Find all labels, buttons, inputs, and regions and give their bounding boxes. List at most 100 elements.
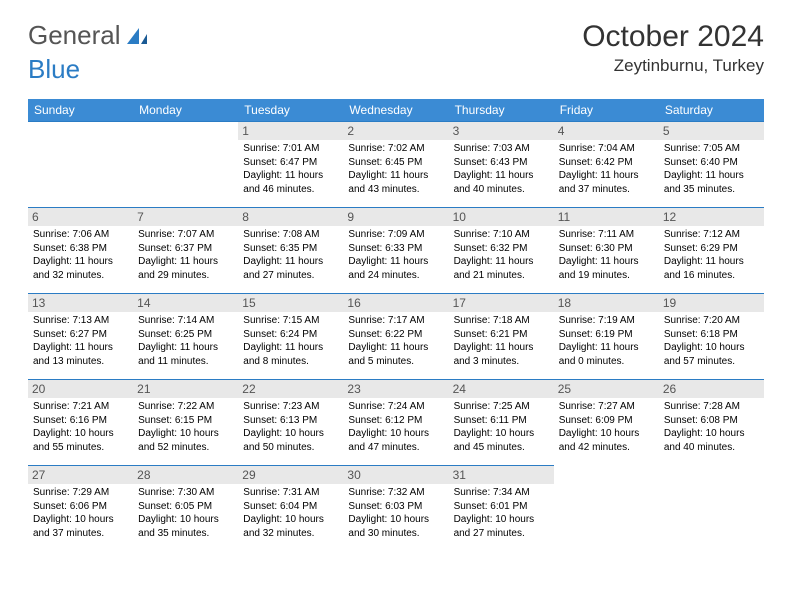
sunrise-line: Sunrise: 7:03 AM [454, 142, 549, 156]
daylight-line: Daylight: 10 hours and 45 minutes. [454, 427, 549, 454]
daylight-line: Daylight: 11 hours and 21 minutes. [454, 255, 549, 282]
day-cell: 21Sunrise: 7:22 AMSunset: 6:15 PMDayligh… [133, 379, 238, 465]
date-number: 27 [28, 466, 133, 484]
day-cell: 10Sunrise: 7:10 AMSunset: 6:32 PMDayligh… [449, 207, 554, 293]
daylight-line: Daylight: 10 hours and 52 minutes. [138, 427, 233, 454]
sunrise-line: Sunrise: 7:20 AM [664, 314, 759, 328]
date-number: 4 [554, 122, 659, 140]
sunset-line: Sunset: 6:25 PM [138, 328, 233, 342]
logo: General [28, 20, 149, 51]
date-number: 1 [238, 122, 343, 140]
date-number: 31 [449, 466, 554, 484]
empty-cell [28, 121, 133, 207]
sunset-line: Sunset: 6:06 PM [33, 500, 128, 514]
date-number: 2 [343, 122, 448, 140]
daylight-line: Daylight: 11 hours and 5 minutes. [348, 341, 443, 368]
daylight-line: Daylight: 11 hours and 13 minutes. [33, 341, 128, 368]
sail-icon [125, 26, 149, 46]
day-cell: 7Sunrise: 7:07 AMSunset: 6:37 PMDaylight… [133, 207, 238, 293]
sunset-line: Sunset: 6:08 PM [664, 414, 759, 428]
sunset-line: Sunset: 6:45 PM [348, 156, 443, 170]
sunrise-line: Sunrise: 7:34 AM [454, 486, 549, 500]
day-cell: 13Sunrise: 7:13 AMSunset: 6:27 PMDayligh… [28, 293, 133, 379]
date-number: 7 [133, 208, 238, 226]
sunset-line: Sunset: 6:09 PM [559, 414, 654, 428]
sunrise-line: Sunrise: 7:19 AM [559, 314, 654, 328]
date-number: 3 [449, 122, 554, 140]
daylight-line: Daylight: 11 hours and 3 minutes. [454, 341, 549, 368]
sunset-line: Sunset: 6:47 PM [243, 156, 338, 170]
sunrise-line: Sunrise: 7:29 AM [33, 486, 128, 500]
date-number: 13 [28, 294, 133, 312]
sunrise-line: Sunrise: 7:05 AM [664, 142, 759, 156]
day-cell: 20Sunrise: 7:21 AMSunset: 6:16 PMDayligh… [28, 379, 133, 465]
date-number: 12 [659, 208, 764, 226]
location: Zeytinburnu, Turkey [582, 56, 764, 76]
daylight-line: Daylight: 10 hours and 50 minutes. [243, 427, 338, 454]
day-cell: 6Sunrise: 7:06 AMSunset: 6:38 PMDaylight… [28, 207, 133, 293]
day-cell: 1Sunrise: 7:01 AMSunset: 6:47 PMDaylight… [238, 121, 343, 207]
sunrise-line: Sunrise: 7:27 AM [559, 400, 654, 414]
daylight-line: Daylight: 11 hours and 40 minutes. [454, 169, 549, 196]
date-number: 28 [133, 466, 238, 484]
weekday-header: Saturday [659, 99, 764, 121]
sunrise-line: Sunrise: 7:09 AM [348, 228, 443, 242]
day-cell: 3 Sunrise: 7:03 AMSunset: 6:43 PMDaylight… [449, 121, 554, 207]
sunset-line: Sunset: 6:18 PM [664, 328, 759, 342]
daylight-line: Daylight: 11 hours and 0 minutes. [559, 341, 654, 368]
daylight-line: Daylight: 10 hours and 37 minutes. [33, 513, 128, 540]
day-cell: 17Sunrise: 7:18 AMSunset: 6:21 PMDayligh… [449, 293, 554, 379]
day-cell: 23Sunrise: 7:24 AMSunset: 6:12 PMDayligh… [343, 379, 448, 465]
sunset-line: Sunset: 6:01 PM [454, 500, 549, 514]
sunset-line: Sunset: 6:37 PM [138, 242, 233, 256]
day-cell: 18Sunrise: 7:19 AMSunset: 6:19 PMDayligh… [554, 293, 659, 379]
daylight-line: Daylight: 10 hours and 35 minutes. [138, 513, 233, 540]
sunset-line: Sunset: 6:05 PM [138, 500, 233, 514]
sunrise-line: Sunrise: 7:32 AM [348, 486, 443, 500]
day-cell: 9Sunrise: 7:09 AMSunset: 6:33 PMDaylight… [343, 207, 448, 293]
daylight-line: Daylight: 11 hours and 16 minutes. [664, 255, 759, 282]
weekday-header: Sunday [28, 99, 133, 121]
day-cell: 19Sunrise: 7:20 AMSunset: 6:18 PMDayligh… [659, 293, 764, 379]
day-cell: 24Sunrise: 7:25 AMSunset: 6:11 PMDayligh… [449, 379, 554, 465]
title-block: October 2024 Zeytinburnu, Turkey [582, 20, 764, 76]
date-number: 16 [343, 294, 448, 312]
sunset-line: Sunset: 6:04 PM [243, 500, 338, 514]
sunset-line: Sunset: 6:35 PM [243, 242, 338, 256]
sunrise-line: Sunrise: 7:13 AM [33, 314, 128, 328]
daylight-line: Daylight: 10 hours and 57 minutes. [664, 341, 759, 368]
sunrise-line: Sunrise: 7:23 AM [243, 400, 338, 414]
sunrise-line: Sunrise: 7:11 AM [559, 228, 654, 242]
sunset-line: Sunset: 6:43 PM [454, 156, 549, 170]
daylight-line: Daylight: 11 hours and 43 minutes. [348, 169, 443, 196]
sunrise-line: Sunrise: 7:14 AM [138, 314, 233, 328]
sunset-line: Sunset: 6:03 PM [348, 500, 443, 514]
sunrise-line: Sunrise: 7:12 AM [664, 228, 759, 242]
sunset-line: Sunset: 6:38 PM [33, 242, 128, 256]
day-cell: 5Sunrise: 7:05 AMSunset: 6:40 PMDaylight… [659, 121, 764, 207]
date-number: 9 [343, 208, 448, 226]
date-number: 21 [133, 380, 238, 398]
date-number: 11 [554, 208, 659, 226]
daylight-line: Daylight: 10 hours and 27 minutes. [454, 513, 549, 540]
date-number: 18 [554, 294, 659, 312]
sunset-line: Sunset: 6:40 PM [664, 156, 759, 170]
date-number: 29 [238, 466, 343, 484]
daylight-line: Daylight: 10 hours and 40 minutes. [664, 427, 759, 454]
sunrise-line: Sunrise: 7:24 AM [348, 400, 443, 414]
daylight-line: Daylight: 11 hours and 24 minutes. [348, 255, 443, 282]
sunrise-line: Sunrise: 7:18 AM [454, 314, 549, 328]
weekday-header: Wednesday [343, 99, 448, 121]
sunset-line: Sunset: 6:42 PM [559, 156, 654, 170]
sunrise-line: Sunrise: 7:30 AM [138, 486, 233, 500]
day-cell: 26Sunrise: 7:28 AMSunset: 6:08 PMDayligh… [659, 379, 764, 465]
sunrise-line: Sunrise: 7:06 AM [33, 228, 128, 242]
sunset-line: Sunset: 6:11 PM [454, 414, 549, 428]
day-cell: 16Sunrise: 7:17 AMSunset: 6:22 PMDayligh… [343, 293, 448, 379]
daylight-line: Daylight: 11 hours and 37 minutes. [559, 169, 654, 196]
daylight-line: Daylight: 11 hours and 32 minutes. [33, 255, 128, 282]
day-cell: 30Sunrise: 7:32 AMSunset: 6:03 PMDayligh… [343, 465, 448, 551]
sunset-line: Sunset: 6:15 PM [138, 414, 233, 428]
sunrise-line: Sunrise: 7:07 AM [138, 228, 233, 242]
day-cell: 8Sunrise: 7:08 AMSunset: 6:35 PMDaylight… [238, 207, 343, 293]
